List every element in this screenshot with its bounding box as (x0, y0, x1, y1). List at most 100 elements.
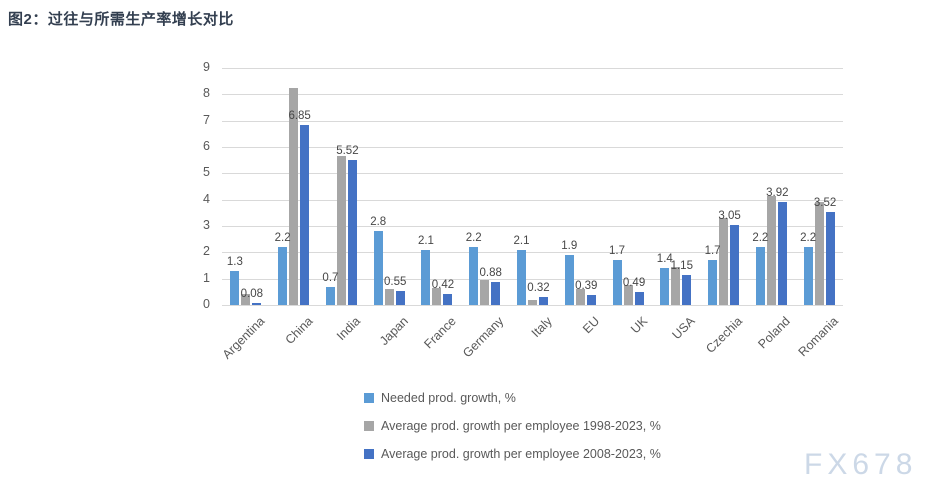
bar-group-japan (365, 68, 413, 305)
bar-s2-france (443, 293, 453, 305)
bar-s0-france (421, 249, 431, 305)
gridline-y-6 (222, 147, 843, 148)
bar-s0-uk (612, 260, 622, 305)
data-label-avg0823-germany: 0.88 (479, 266, 502, 279)
y-axis-tick-6: 6 (203, 139, 210, 153)
x-axis-label-india: India (334, 314, 364, 344)
bar-group-india (318, 68, 366, 305)
bar-s2-romania (825, 212, 835, 305)
bar-s2-india (347, 159, 357, 305)
data-label-needed-usa: 1.4 (656, 253, 673, 266)
bar-s0-japan (373, 231, 383, 305)
legend-item-needed-growth: Needed prod. growth, % (364, 390, 661, 406)
bar-group-china (270, 68, 318, 305)
bar-group-romania (795, 68, 843, 305)
data-label-needed-argentina: 1.3 (226, 255, 243, 268)
bar-s1-czechia (719, 218, 729, 305)
x-axis-label-italy: Italy (528, 314, 555, 341)
bar-group-uk (604, 68, 652, 305)
data-label-avg0823-india: 5.52 (336, 144, 359, 157)
gridline-y-5 (222, 173, 843, 175)
legend-item-avg-1998-2023: Average prod. growth per employee 1998-2… (364, 418, 661, 434)
legend-label-avg-1998-2023: Average prod. growth per employee 1998-2… (381, 419, 661, 433)
gridline-y-4 (222, 199, 843, 201)
legend: Needed prod. growth, % Average prod. gro… (364, 390, 661, 474)
bar-s1-france (432, 287, 442, 305)
x-axis-label-argentina: Argentina (220, 314, 268, 362)
bar-s0-china (278, 247, 288, 305)
data-label-needed-france: 2.1 (417, 234, 434, 247)
legend-label-needed-growth: Needed prod. growth, % (381, 391, 516, 405)
figure-title: 图2：过往与所需生产率增长对比 (8, 11, 234, 28)
bar-s2-eu (586, 294, 596, 305)
bar-s1-japan (384, 289, 394, 305)
gridline-y-3 (222, 226, 843, 227)
bar-s2-japan (395, 290, 405, 305)
y-axis-tick-5: 5 (203, 165, 210, 180)
data-label-avg0823-japan: 0.55 (383, 275, 407, 288)
y-axis-tick-7: 7 (203, 112, 210, 127)
gridline-y-8 (222, 94, 843, 96)
gridline-y-9 (222, 68, 843, 69)
x-axis-label-romania: Romania (795, 314, 842, 360)
bar-s1-india (336, 156, 346, 305)
bar-s1-argentina (241, 294, 251, 305)
y-axis-tick-9: 9 (203, 60, 210, 74)
bar-s1-romania (814, 202, 824, 305)
bar-s0-germany (469, 247, 479, 305)
y-axis-tick-1: 1 (203, 270, 210, 285)
x-axis-label-france: France (421, 314, 459, 352)
bar-s0-romania (803, 247, 813, 305)
y-axis-tick-0: 0 (203, 297, 210, 311)
data-label-avg0823-china: 6.85 (288, 109, 311, 122)
bar-group-italy (509, 68, 557, 305)
bar-group-germany (461, 68, 509, 305)
bar-group-czechia (700, 68, 748, 305)
legend-label-avg-2008-2023: Average prod. growth per employee 2008-2… (381, 447, 661, 461)
bar-s1-italy (527, 299, 537, 305)
legend-marker-avg-1998-2023 (364, 421, 374, 431)
legend-marker-needed-growth (364, 393, 374, 403)
watermark: FX678 (804, 448, 918, 481)
x-axis-label-czechia: Czechia (703, 314, 746, 356)
data-label-needed-china: 2.2 (274, 232, 291, 245)
x-axis-label-poland: Poland (755, 314, 794, 352)
bar-s0-eu (564, 254, 574, 305)
data-label-needed-india: 0.7 (322, 271, 339, 284)
bar-s1-poland (766, 195, 776, 305)
data-label-avg0823-italy: 0.32 (527, 281, 550, 294)
bar-s0-argentina (230, 270, 240, 305)
bar-group-france (413, 68, 461, 305)
bar-group-eu (556, 68, 604, 305)
bar-s1-germany (480, 279, 490, 305)
legend-item-avg-2008-2023: Average prod. growth per employee 2008-2… (364, 446, 661, 462)
x-axis-label-eu: EU (579, 314, 603, 337)
y-axis-tick-2: 2 (203, 244, 210, 259)
y-axis-tick-3: 3 (203, 218, 210, 232)
bar-group-poland (747, 68, 795, 305)
bar-s2-germany (491, 281, 501, 305)
data-label-needed-italy: 2.1 (513, 234, 530, 247)
bar-s2-argentina (252, 302, 262, 305)
bar-s0-india (325, 286, 335, 305)
data-label-needed-czechia: 1.7 (704, 245, 721, 258)
x-axis-label-uk: UK (627, 314, 650, 337)
data-label-needed-romania: 2.2 (800, 232, 817, 245)
data-label-needed-poland: 2.2 (752, 232, 769, 245)
bar-group-argentina (222, 68, 270, 305)
x-axis-label-usa: USA (669, 314, 698, 343)
data-label-needed-japan: 2.8 (370, 216, 387, 229)
gridline-y-7 (222, 120, 843, 122)
gridline-y-2 (222, 252, 843, 254)
x-axis-label-china: China (282, 314, 316, 348)
data-label-avg0823-poland: 3.92 (766, 186, 789, 199)
data-label-avg0823-uk: 0.49 (622, 277, 646, 290)
bar-s1-usa (671, 266, 681, 305)
data-label-avg0823-czechia: 3.05 (718, 209, 741, 222)
data-label-needed-eu: 1.9 (561, 239, 578, 252)
data-label-avg0823-usa: 1.15 (670, 259, 693, 272)
data-label-avg0823-romania: 3.52 (813, 197, 837, 210)
bar-s1-china (289, 87, 299, 305)
gridline-y-0 (222, 305, 843, 306)
y-axis-tick-4: 4 (203, 191, 210, 206)
